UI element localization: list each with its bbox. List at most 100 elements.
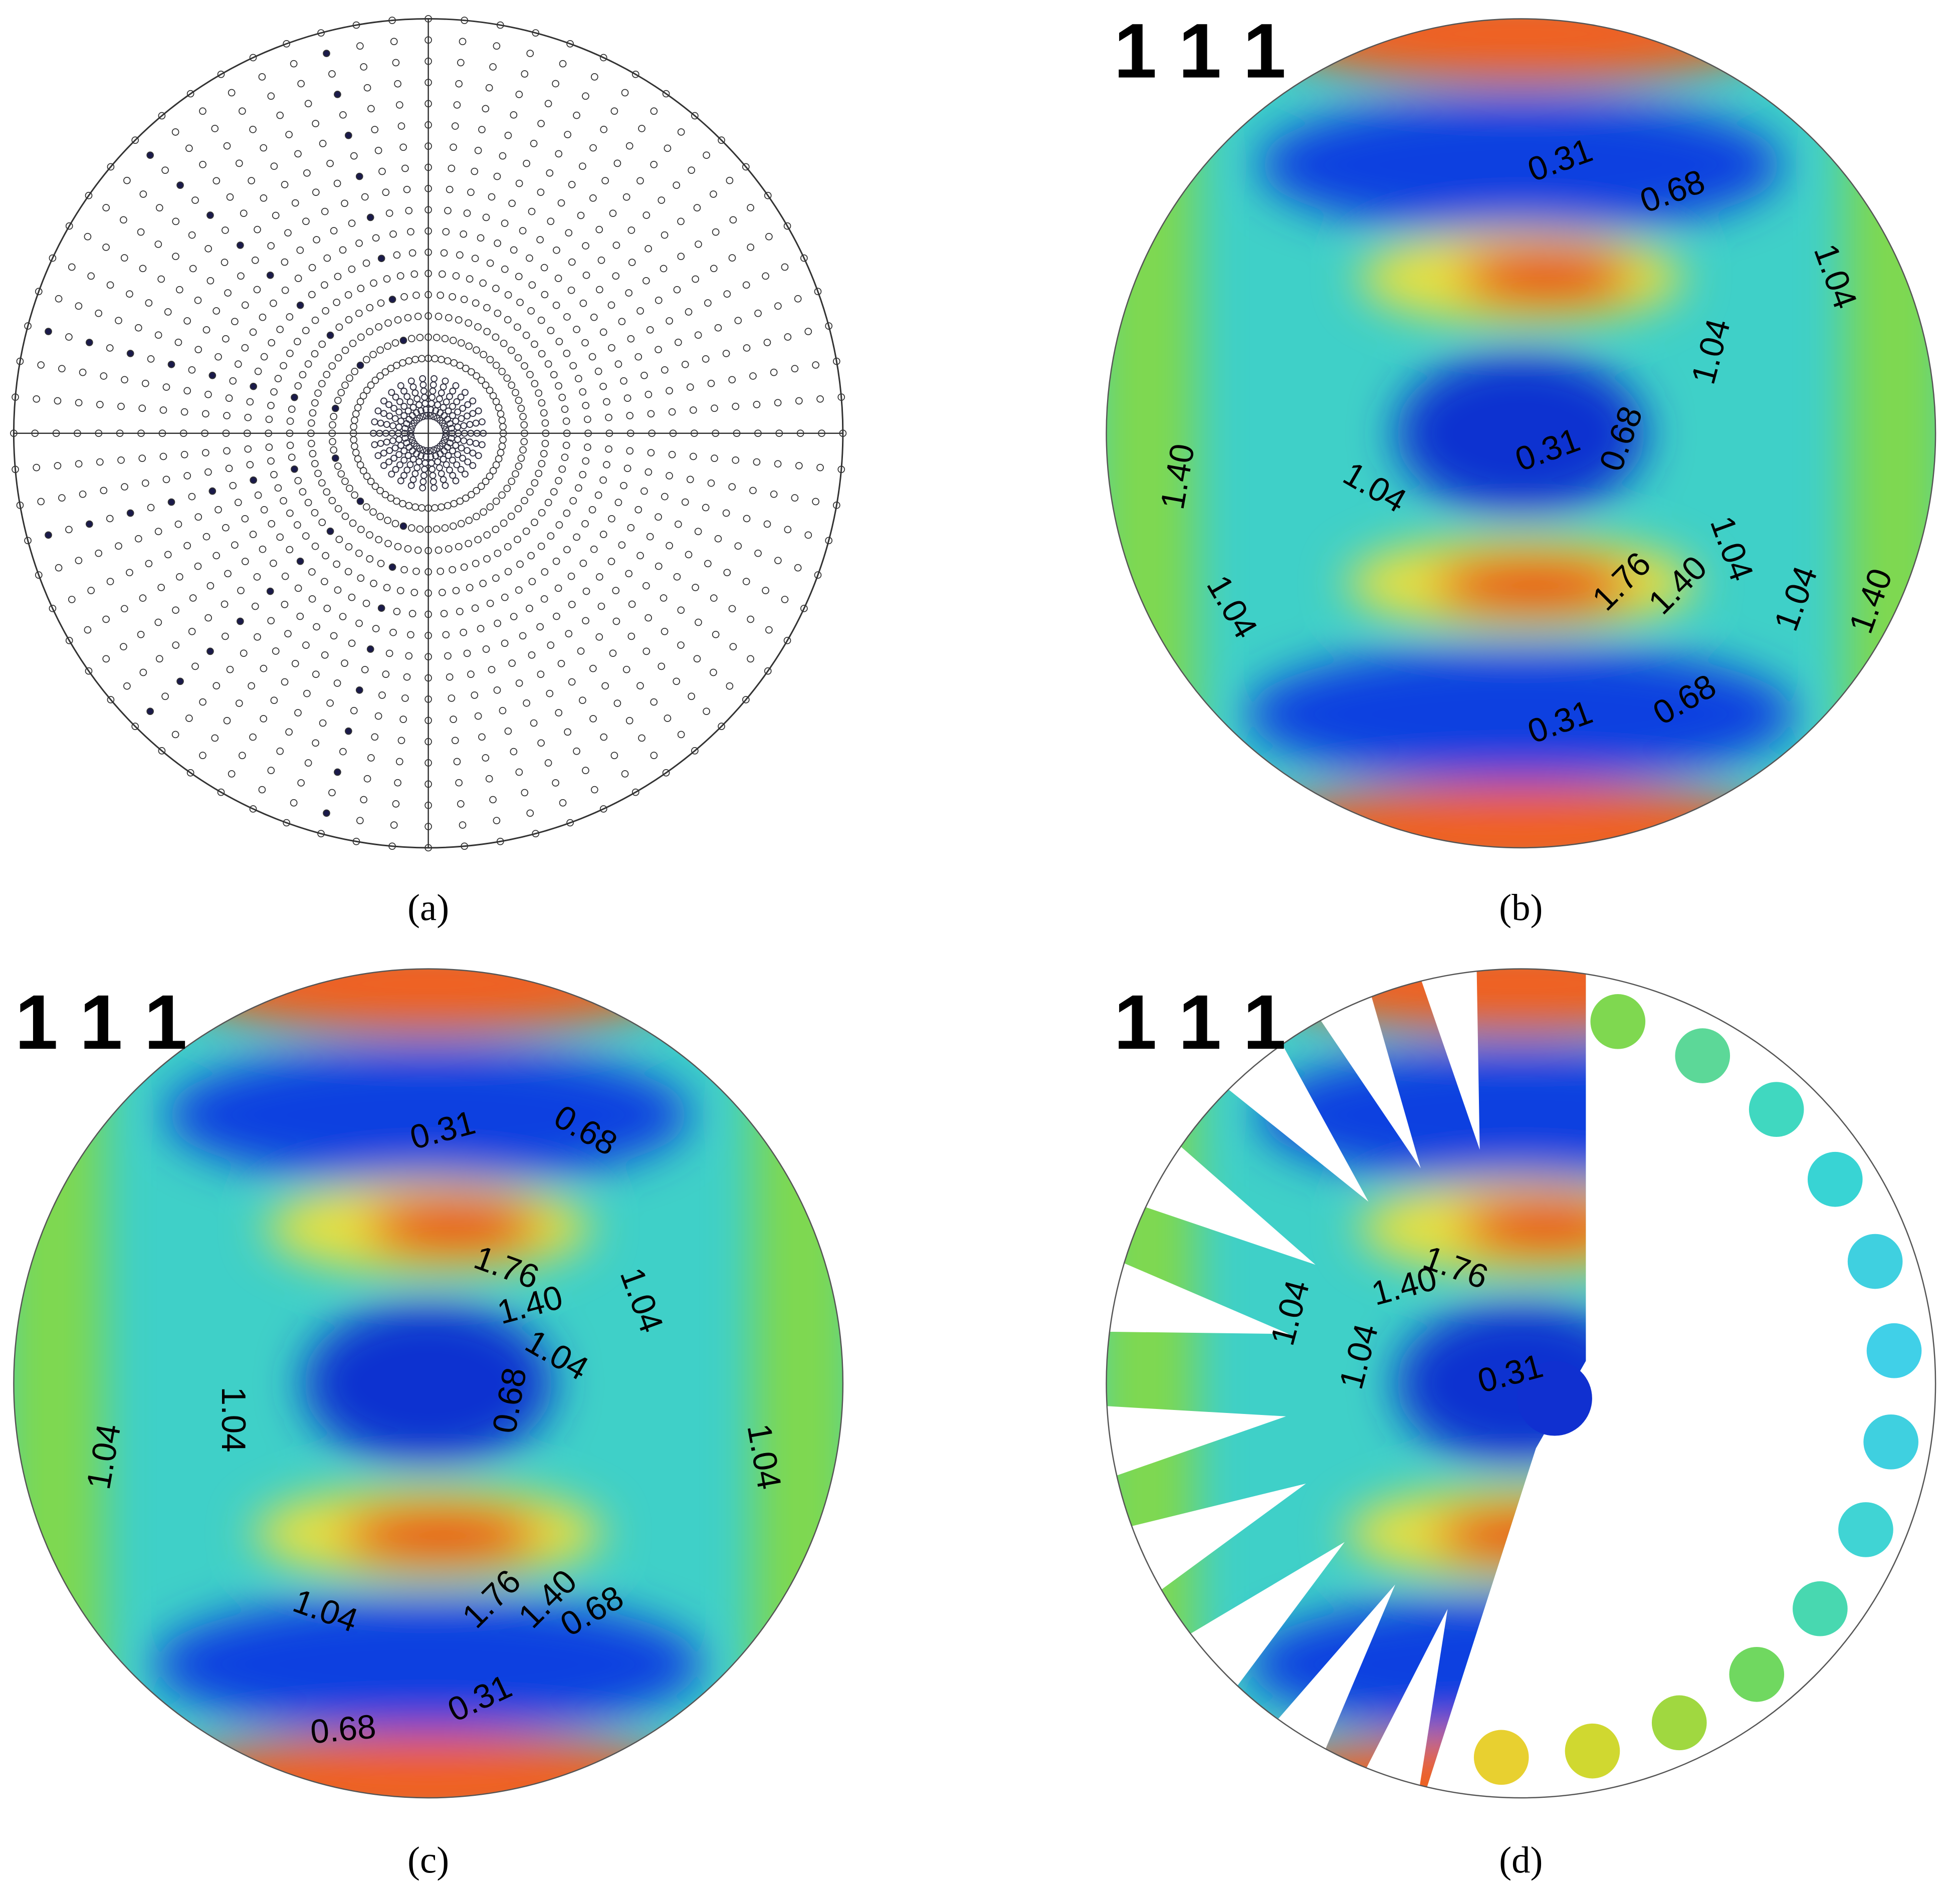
sample-point [296, 557, 304, 565]
sample-point [563, 313, 571, 321]
sample-point [102, 204, 110, 211]
sample-point [489, 796, 497, 804]
sample-point [462, 494, 470, 502]
sample-point [146, 151, 154, 159]
sample-point [297, 779, 305, 787]
sample-point [194, 513, 202, 521]
sample-point [349, 339, 357, 347]
sample-point [126, 350, 134, 357]
sample-point [589, 144, 597, 152]
sample-point [400, 293, 408, 301]
sample-point [753, 401, 761, 408]
sample-point [563, 429, 571, 437]
sample-point [520, 438, 528, 445]
sample-point [660, 265, 668, 273]
sample-point [223, 142, 231, 150]
sample-point [339, 613, 347, 620]
sample-point [349, 519, 357, 527]
sample-point [710, 265, 718, 273]
sample-point [444, 502, 452, 510]
sample-point [595, 633, 603, 641]
sample-point [655, 346, 662, 354]
sample-point [517, 404, 525, 412]
sample-point [369, 508, 377, 516]
sample-point [508, 478, 516, 485]
sample-point [489, 467, 497, 474]
sample-point [270, 299, 277, 307]
sample-point [466, 421, 474, 428]
sample-point [355, 240, 363, 247]
sample-point [459, 454, 467, 462]
sample-point [65, 222, 73, 230]
sample-point [456, 608, 464, 615]
sample-point [528, 651, 536, 659]
sample-point [489, 63, 497, 71]
sample-point [492, 461, 500, 469]
sample-point [314, 389, 322, 397]
sample-point [383, 275, 391, 283]
sample-point [161, 166, 169, 174]
sample-point [123, 176, 131, 184]
sample-point [530, 140, 538, 147]
sample-point [131, 723, 139, 731]
sample-point [710, 190, 717, 198]
sample-point [434, 444, 441, 452]
sample-point [537, 188, 545, 196]
sample-point [281, 181, 289, 188]
sample-point [191, 662, 199, 670]
sample-point [272, 647, 280, 655]
sample-point [480, 351, 488, 358]
sample-point [164, 551, 172, 559]
sample-point [677, 731, 685, 739]
sample-point [627, 226, 635, 234]
sample-point [589, 715, 597, 723]
sample-point [430, 375, 438, 382]
sample-point [317, 29, 325, 37]
gap-wedge [1362, 1609, 1448, 1795]
sample-point [749, 372, 757, 380]
sample-point [523, 159, 530, 167]
sample-point [157, 275, 165, 283]
sample-point [754, 549, 762, 557]
sample-point [211, 734, 219, 742]
sample-point [411, 356, 419, 363]
sample-point [734, 317, 742, 325]
sample-point [564, 728, 571, 736]
sample-point [640, 487, 648, 495]
sample-point [400, 412, 408, 419]
sample-point [384, 517, 391, 524]
sample-point [711, 404, 718, 412]
sample-point [226, 193, 234, 201]
sample-point [661, 231, 669, 239]
pole-sample [1866, 1323, 1922, 1378]
sample-point [825, 322, 833, 330]
sample-point [268, 520, 276, 528]
sample-point [375, 536, 383, 544]
sample-point [603, 461, 610, 468]
sample-point [466, 438, 474, 446]
sample-point [544, 100, 552, 108]
sample-point [555, 521, 563, 529]
sample-point [385, 209, 393, 217]
sample-point [65, 333, 73, 341]
sample-point [581, 339, 589, 347]
sample-point [188, 627, 196, 635]
sample-point [183, 542, 191, 550]
sample-point [627, 632, 635, 640]
sample-point [469, 449, 477, 457]
sample-point [812, 361, 819, 369]
sample-point [408, 610, 416, 617]
sample-point [795, 462, 803, 469]
sample-point [742, 163, 750, 171]
sample-point [471, 255, 479, 263]
sample-point [482, 754, 490, 762]
sample-point [180, 408, 188, 416]
sample-point [172, 217, 180, 225]
sample-point [504, 291, 512, 299]
sample-point [456, 361, 464, 369]
sample-point [668, 408, 676, 416]
sample-point [388, 563, 396, 571]
sample-point [427, 400, 435, 407]
sample-point [605, 413, 612, 421]
sample-point [566, 819, 574, 827]
